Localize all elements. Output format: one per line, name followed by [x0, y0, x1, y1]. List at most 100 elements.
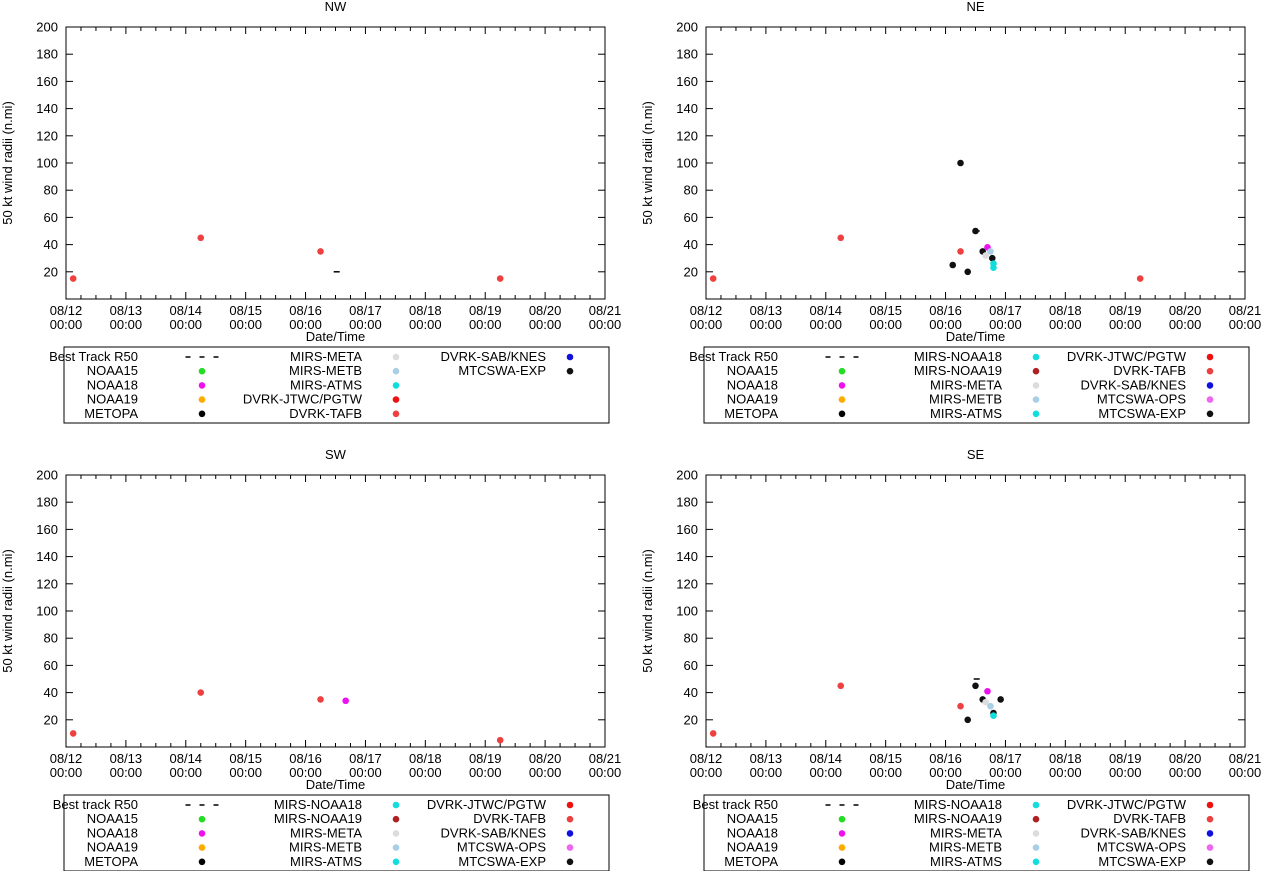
- legend-dot-marker: [566, 367, 574, 375]
- y-tick-label: 80: [684, 183, 698, 198]
- legend-dot-marker: [1032, 382, 1040, 389]
- x-tick-time: 00:00: [289, 765, 322, 780]
- legend-label: MIRS-META: [930, 825, 1002, 840]
- y-tick-label: 20: [684, 264, 698, 279]
- legend-label: DVRK-TAFB: [473, 811, 546, 826]
- y-tick-label: 20: [44, 264, 58, 279]
- x-tick-date: 08/13: [750, 303, 783, 318]
- plot-frame: [65, 474, 606, 748]
- legend-label: MTCSWA-EXP: [1098, 854, 1186, 869]
- legend-label: NOAA19: [87, 392, 138, 407]
- y-tick-label: 60: [684, 658, 698, 673]
- y-tick-label: 60: [44, 658, 58, 673]
- legend-dot-marker: [838, 858, 846, 866]
- x-tick-date: 08/16: [289, 303, 322, 318]
- legend-dot-marker: [1032, 353, 1040, 361]
- legend-label: NOAA15: [87, 363, 138, 378]
- y-tick-label: 80: [684, 631, 698, 646]
- data-point: [987, 248, 994, 255]
- x-tick-time: 00:00: [170, 317, 203, 332]
- legend-dot-marker: [1032, 844, 1040, 851]
- legend-dot-marker: [566, 830, 574, 837]
- x-tick-time: 00:00: [289, 317, 322, 332]
- x-tick-date: 08/18: [1049, 751, 1082, 766]
- data-point: [342, 697, 349, 705]
- x-tick-time: 00:00: [110, 765, 143, 780]
- data-point: [69, 275, 77, 282]
- legend-dot-marker: [838, 830, 846, 837]
- legend-label: NOAA18: [727, 377, 778, 392]
- legend-label: MIRS-METB: [289, 840, 362, 855]
- y-tick-label: 80: [44, 183, 58, 198]
- legend-dot-marker: [392, 353, 400, 361]
- data-point: [988, 254, 996, 262]
- y-tick-label: 140: [676, 101, 698, 116]
- x-tick-time: 00:00: [1169, 765, 1202, 780]
- data-point: [709, 730, 717, 737]
- data-point: [709, 275, 717, 282]
- x-tick-time: 00:00: [810, 765, 843, 780]
- legend-label: NOAA15: [727, 363, 778, 378]
- data-point: [964, 268, 972, 276]
- chart-title: SE: [967, 448, 985, 462]
- legend-dot-marker: [1032, 801, 1040, 809]
- legend-label: Best track R50: [53, 797, 138, 812]
- x-tick-date: 08/21: [1229, 303, 1262, 318]
- legend-dot-marker: [392, 410, 400, 418]
- legend-box: [63, 346, 610, 424]
- legend-label: DVRK-TAFB: [1113, 363, 1186, 378]
- chart-panel-nw: NW 50 kt wind radii (n.mi) 20 40 60 80 100 120 1…: [0, 0, 627, 430]
- legend-label: DVRK-JTWC/PGTW: [243, 392, 363, 407]
- x-tick-time: 00:00: [529, 317, 562, 332]
- x-tick-date: 08/19: [1109, 303, 1142, 318]
- y-tick-label: 140: [36, 549, 58, 564]
- legend-label: Best Track R50: [689, 349, 778, 364]
- legend-dot-marker: [1206, 382, 1214, 389]
- legend-dot-marker: [566, 858, 574, 866]
- legend-label: NOAA19: [727, 840, 778, 855]
- x-tick-time: 00:00: [529, 765, 562, 780]
- legend-label: DVRK-JTWC/PGTW: [427, 797, 547, 812]
- legend-dot-marker: [838, 396, 846, 403]
- legend-label: NOAA15: [727, 811, 778, 826]
- legend-label: MIRS-META: [930, 377, 1002, 392]
- x-tick-time: 00:00: [1229, 317, 1262, 332]
- x-tick-date: 08/18: [1049, 303, 1082, 318]
- legend-dot-marker: [392, 396, 400, 403]
- legend-label: MTCSWA-EXP: [458, 363, 546, 378]
- x-tick-time: 00:00: [810, 317, 843, 332]
- chart-title: NW: [325, 0, 347, 14]
- x-tick-time: 00:00: [750, 317, 783, 332]
- data-point: [197, 234, 205, 242]
- plot-frame: [65, 26, 606, 300]
- x-tick-date: 08/19: [1109, 751, 1142, 766]
- x-tick-time: 00:00: [110, 317, 143, 332]
- legend-label: METOPA: [724, 854, 778, 869]
- x-tick-date: 08/16: [929, 303, 962, 318]
- data-point: [990, 264, 997, 272]
- data-point: [949, 261, 957, 269]
- legend-dot-marker: [392, 844, 400, 851]
- data-point: [957, 159, 964, 167]
- legend-dot-marker: [198, 830, 206, 837]
- x-tick-time: 00:00: [229, 765, 262, 780]
- x-tick-time: 00:00: [1169, 317, 1202, 332]
- x-tick-time: 00:00: [869, 765, 902, 780]
- legend-dot-marker: [392, 830, 400, 837]
- y-tick-label: 200: [36, 468, 58, 483]
- legend-dot-marker: [1206, 830, 1214, 837]
- data-point: [964, 716, 972, 724]
- x-tick-time: 00:00: [50, 765, 83, 780]
- legend-dot-marker: [198, 858, 206, 866]
- x-tick-date: 08/12: [690, 751, 723, 766]
- legend-dot-marker: [566, 801, 574, 809]
- y-tick-label: 60: [684, 210, 698, 225]
- x-tick-time: 00:00: [50, 317, 83, 332]
- data-point: [990, 712, 997, 720]
- legend-dot-marker: [392, 815, 400, 823]
- legend-label: NOAA18: [727, 825, 778, 840]
- data-point: [197, 689, 205, 696]
- legend-label: MTCSWA-OPS: [1097, 840, 1186, 855]
- x-tick-time: 00:00: [349, 317, 382, 332]
- x-tick-date: 08/15: [229, 751, 262, 766]
